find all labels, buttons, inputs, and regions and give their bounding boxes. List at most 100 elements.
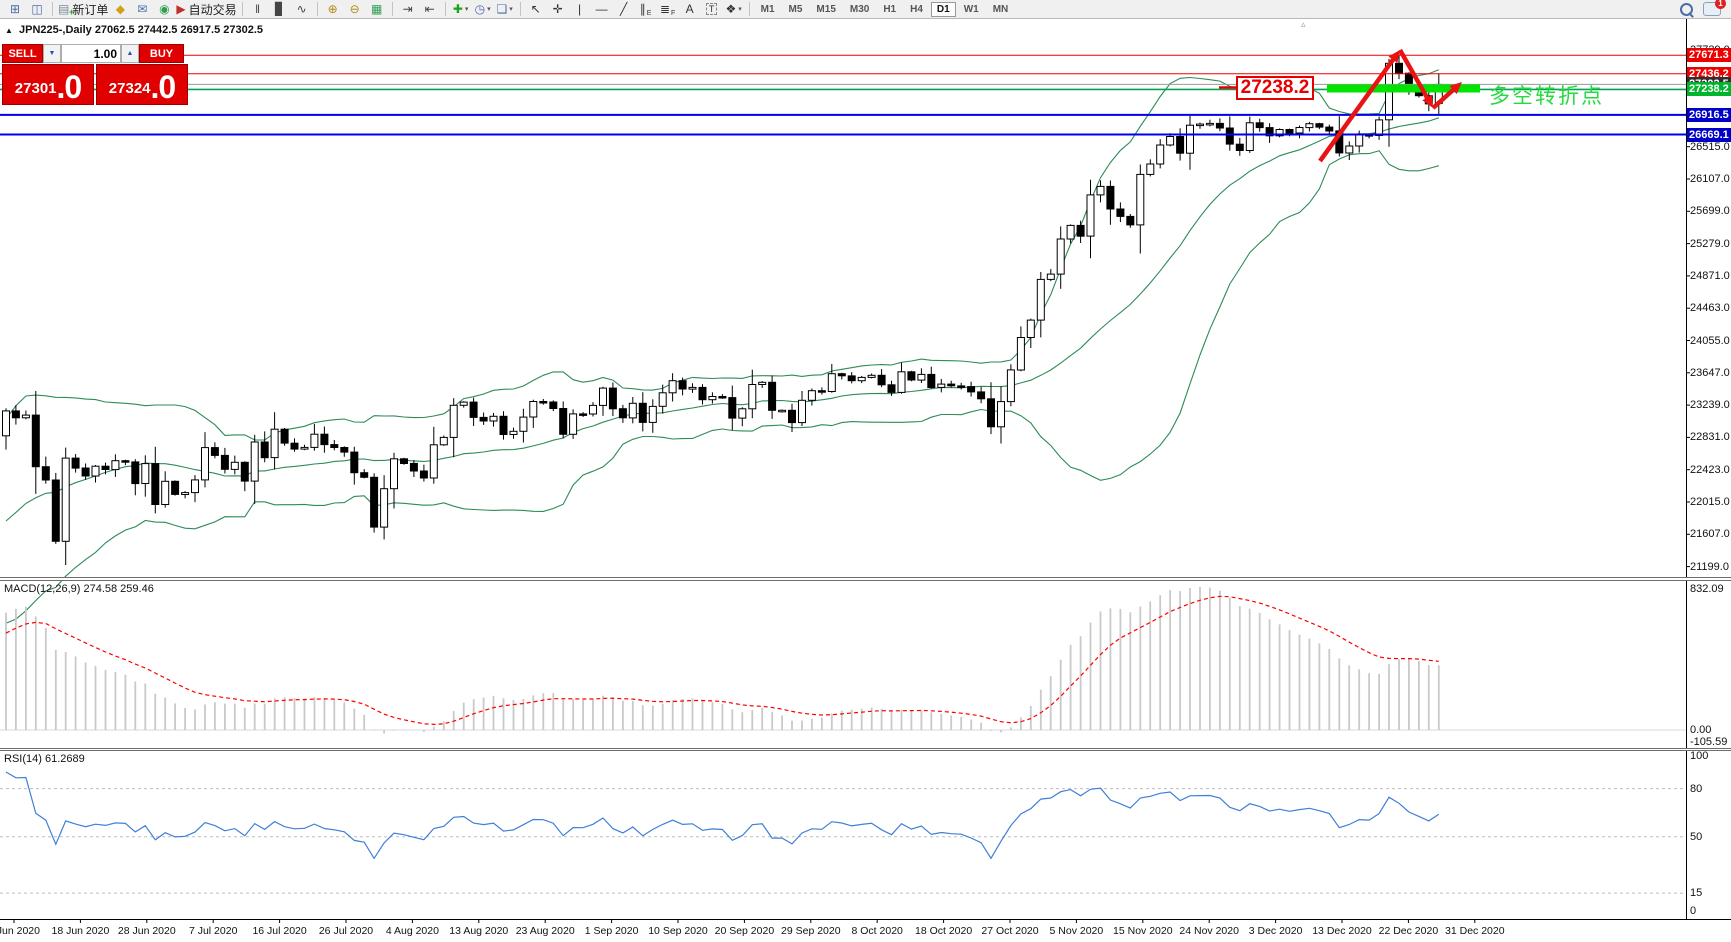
date-axis-label: 24 Nov 2020 bbox=[1179, 925, 1239, 937]
terminal-button[interactable]: ✉ bbox=[137, 2, 148, 16]
volume-down-button[interactable]: ▼ bbox=[43, 44, 61, 63]
rsi-axis-label: 100 bbox=[1690, 750, 1709, 763]
sell-price-main: 27301 bbox=[14, 80, 57, 97]
price-level-label: 27436.2 bbox=[1687, 66, 1731, 81]
date-axis-label: 13 Aug 2020 bbox=[449, 925, 509, 937]
price-tick-label: 25699.0 bbox=[1690, 205, 1730, 218]
buy-price-pips: .0 bbox=[150, 69, 177, 105]
timeframe-h1-button[interactable]: H1 bbox=[883, 3, 897, 15]
buy-price-button[interactable]: 27324 .0 bbox=[96, 64, 188, 105]
toolbar-separator bbox=[52, 2, 53, 16]
bollinger-bands bbox=[5, 69, 1439, 624]
crosshair-button[interactable]: ✛ bbox=[552, 2, 563, 16]
macd-axis-label: 832.09 bbox=[1690, 583, 1724, 595]
sell-button[interactable]: SELL bbox=[2, 44, 43, 63]
timeframe-d1-button[interactable]: D1 bbox=[930, 1, 956, 17]
price-tick-label: 22423.0 bbox=[1690, 463, 1730, 476]
bar-chart-button[interactable]: ‖ bbox=[255, 2, 261, 16]
volume-input[interactable] bbox=[61, 44, 121, 63]
date-axis-label: 4 Aug 2020 bbox=[385, 925, 439, 937]
market-watch-button[interactable]: ◆ bbox=[115, 2, 125, 16]
date-axis-label: 26 Jul 2020 bbox=[318, 925, 374, 937]
toolbar-separator bbox=[519, 2, 521, 16]
candles-layer[interactable] bbox=[2, 54, 1443, 565]
toolbar-separator bbox=[391, 2, 393, 16]
price-tick-label: 22015.0 bbox=[1690, 496, 1730, 508]
chart-shift-button[interactable]: ⇤ bbox=[424, 2, 435, 16]
timeframe-m15-button[interactable]: M15 bbox=[816, 3, 836, 15]
date-axis-label: 7 Jul 2020 bbox=[188, 925, 238, 937]
text-button[interactable]: A bbox=[685, 2, 694, 16]
price-tick-label: 21607.0 bbox=[1690, 528, 1730, 541]
date-axis-label: 29 Sep 2020 bbox=[781, 925, 841, 937]
rsi-axis-label: 0 bbox=[1690, 905, 1697, 917]
channel-button[interactable]: ∥ E bbox=[639, 2, 652, 17]
toolbar-separator bbox=[748, 2, 750, 16]
sell-price-button[interactable]: 27301 .0 bbox=[2, 64, 94, 105]
rsi-line bbox=[5, 771, 1440, 860]
candlestick-chart-button[interactable]: ▊ bbox=[274, 2, 285, 16]
signals-button[interactable]: ◉ bbox=[159, 2, 170, 16]
notifications-icon[interactable]: 1 bbox=[1703, 0, 1726, 16]
date-axis-label: 10 Sep 2020 bbox=[648, 925, 708, 937]
buy-price-main: 27324 bbox=[108, 80, 151, 97]
new-order-button[interactable]: ▤ + 新订单 bbox=[58, 2, 109, 17]
auto-scroll-button[interactable]: ⇥ bbox=[402, 2, 413, 16]
timeframe-w1-button[interactable]: W1 bbox=[963, 3, 979, 15]
search-icon[interactable] bbox=[1680, 2, 1693, 16]
timeframe-m1-button[interactable]: M1 bbox=[760, 3, 775, 15]
timeframe-m30-button[interactable]: M30 bbox=[849, 3, 870, 15]
date-axis-label: 28 Jun 2020 bbox=[117, 925, 176, 937]
fibonacci-button[interactable]: ≣ F bbox=[659, 2, 676, 17]
tile-windows-button[interactable]: ▦ bbox=[370, 2, 383, 16]
price-tick-label: 25279.0 bbox=[1690, 237, 1730, 250]
line-chart-button[interactable]: ∿ bbox=[296, 2, 307, 16]
macd-histogram bbox=[0, 587, 1686, 734]
price-tick-label: 24463.0 bbox=[1690, 302, 1730, 315]
price-tick-label: 24055.0 bbox=[1690, 334, 1730, 347]
price-tick-label: 26107.0 bbox=[1690, 173, 1730, 185]
drawing-annotations[interactable] bbox=[1219, 48, 1480, 163]
autotrading-button[interactable]: ▶ 自动交易 bbox=[176, 2, 237, 17]
date-axis-label: 18 Jun 2020 bbox=[51, 925, 110, 937]
rsi-pane-separator[interactable] bbox=[0, 748, 1731, 751]
vertical-line-button[interactable]: | bbox=[578, 2, 582, 16]
zoom-in-button[interactable]: ⊕ bbox=[327, 2, 338, 16]
macd-pane-separator[interactable] bbox=[0, 577, 1731, 581]
buy-button[interactable]: BUY bbox=[139, 44, 184, 63]
cursor-button[interactable]: ↖ bbox=[530, 2, 541, 16]
price-level-lines[interactable] bbox=[0, 54, 1686, 136]
date-axis-label: 3 Dec 2020 bbox=[1248, 925, 1303, 937]
macd-values: 274.58 259.46 bbox=[83, 583, 154, 595]
date-axis-label: 5 Nov 2020 bbox=[1049, 925, 1104, 937]
macd-signal-line bbox=[5, 595, 1439, 726]
zoom-out-button[interactable]: ⊖ bbox=[349, 2, 360, 16]
arrows-button[interactable]: ❖ ▾ bbox=[725, 2, 742, 16]
date-axis-label: 27 Oct 2020 bbox=[981, 925, 1039, 937]
chart-shift-marker-icon[interactable]: ▵ bbox=[1301, 19, 1306, 29]
timeframe-h4-button[interactable]: H4 bbox=[910, 3, 923, 15]
price-tick-label: 26515.0 bbox=[1690, 140, 1730, 153]
date-axis-label: 8 Oct 2020 bbox=[851, 925, 903, 937]
notification-badge: 1 bbox=[1715, 0, 1726, 9]
new-chart-button[interactable]: ⊞ bbox=[9, 2, 21, 16]
profiles-button[interactable]: ◫ bbox=[31, 2, 43, 16]
rsi-axis-label: 50 bbox=[1690, 830, 1703, 843]
trendline-button[interactable]: ╱ bbox=[619, 2, 628, 16]
chart-ohlc-values: 27062.5 27442.5 26917.5 27302.5 bbox=[94, 24, 264, 36]
pivot-note-text[interactable]: 多空转折点 bbox=[1489, 85, 1604, 108]
templates-button[interactable]: ❏ ▾ bbox=[496, 2, 513, 16]
periods-button[interactable]: ◷ ▾ bbox=[474, 2, 491, 16]
price-level-annotation[interactable]: 27238.2 bbox=[1236, 76, 1314, 100]
text-label-button[interactable]: T bbox=[702, 1, 722, 17]
timeframe-mn-button[interactable]: MN bbox=[992, 3, 1009, 15]
price-tick-label: 23239.0 bbox=[1690, 399, 1730, 412]
horizontal-line-button[interactable]: — bbox=[595, 2, 608, 16]
timeframe-m5-button[interactable]: M5 bbox=[788, 3, 803, 15]
sell-price-pips: .0 bbox=[56, 69, 83, 105]
volume-up-button[interactable]: ▲ bbox=[121, 44, 139, 63]
indicators-button[interactable]: ✚ ▾ bbox=[452, 2, 469, 16]
date-axis-label: 23 Aug 2020 bbox=[515, 925, 575, 937]
